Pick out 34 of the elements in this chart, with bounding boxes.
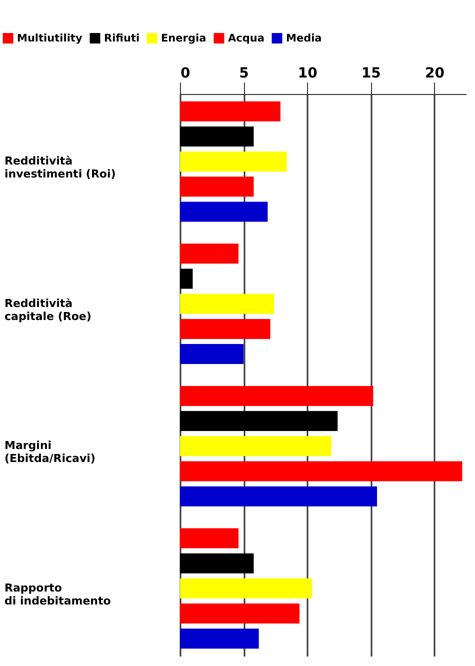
bar (180, 202, 268, 222)
y-tick-label: Margini (Ebitda/Ricavi) (4, 439, 96, 466)
bar (180, 318, 270, 339)
bar (180, 126, 254, 146)
bar (180, 152, 287, 172)
y-tick-label: Redditività capitale (Roe) (4, 296, 92, 323)
y-tick-label: Rapporto di indebitamento (4, 581, 112, 608)
legend-label: Energia (161, 32, 206, 44)
bar (180, 386, 374, 406)
bar (180, 461, 462, 482)
bar (180, 528, 238, 548)
bar (180, 436, 332, 456)
legend-label: Multiutility (17, 32, 82, 44)
bar (180, 294, 274, 314)
bar (180, 486, 378, 506)
legend-label: Rifiuti (104, 32, 140, 44)
x-tick-label: 10 (298, 66, 318, 82)
bar (180, 344, 244, 364)
x-tick-label: 0 (180, 66, 190, 82)
bar (180, 268, 193, 289)
bar (180, 628, 259, 649)
x-tick-label: 5 (239, 66, 249, 82)
bar (180, 101, 280, 122)
x-tick-label: 20 (424, 66, 445, 82)
bar (180, 411, 338, 432)
bar (180, 578, 312, 598)
x-tick-label: 15 (361, 66, 381, 82)
bar (180, 244, 238, 264)
bar (180, 176, 254, 197)
bar (180, 604, 300, 624)
legend-label: Media (286, 32, 322, 44)
legend-label: Acqua (228, 32, 264, 44)
bar (180, 553, 254, 574)
y-tick-label: Redditività investimenti (Roi) (4, 154, 116, 181)
